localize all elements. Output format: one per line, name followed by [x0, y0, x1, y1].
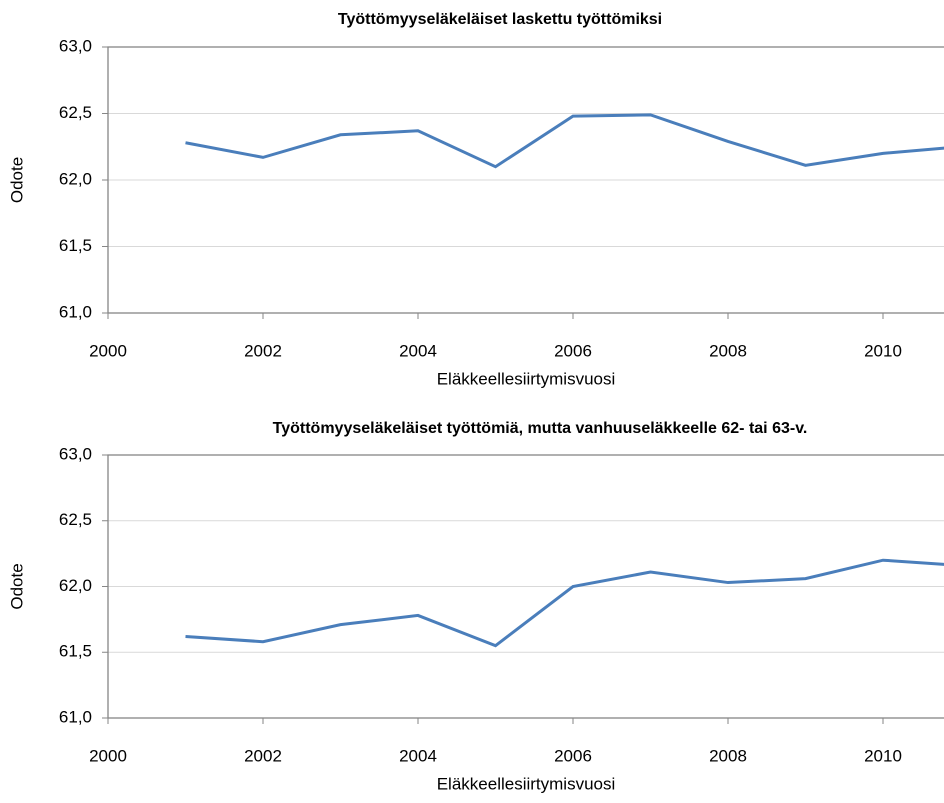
- y-tick-label: 62,0: [59, 169, 92, 188]
- x-tick-label: 2010: [864, 341, 902, 360]
- x-tick-label: 2008: [709, 746, 747, 765]
- y-tick-label: 63,0: [59, 444, 92, 463]
- y-tick-label: 62,5: [59, 103, 92, 122]
- plot-area: [186, 115, 944, 167]
- x-tick-label: 2000: [89, 341, 127, 360]
- x-axis-label: Eläkkeellesiirtymisvuosi: [437, 774, 616, 793]
- y-tick-label: 61,0: [59, 707, 92, 726]
- y-axis-label: Odote: [7, 563, 26, 609]
- data-line: [186, 115, 944, 167]
- y-tick-label: 63,0: [59, 36, 92, 55]
- x-tick-label: 2004: [399, 341, 437, 360]
- x-axis-label: Eläkkeellesiirtymisvuosi: [437, 369, 616, 388]
- y-tick-label: 61,0: [59, 302, 92, 321]
- x-tick-label: 2006: [554, 746, 592, 765]
- chart-title: Työttömyyseläkeläiset työttömiä, mutta v…: [273, 420, 808, 437]
- chart-title: Työttömyyseläkeläiset laskettu työttömik…: [338, 11, 662, 28]
- y-tick-label: 62,0: [59, 576, 92, 595]
- x-tick-label: 2010: [864, 746, 902, 765]
- y-tick-label: 61,5: [59, 642, 92, 661]
- x-tick-label: 2006: [554, 341, 592, 360]
- x-tick-label: 2008: [709, 341, 747, 360]
- y-tick-label: 62,5: [59, 510, 92, 529]
- x-tick-label: 2002: [244, 746, 282, 765]
- data-line: [186, 560, 944, 645]
- x-tick-label: 2000: [89, 746, 127, 765]
- y-tick-label: 61,5: [59, 236, 92, 255]
- y-axis-label: Odote: [7, 157, 26, 203]
- x-tick-label: 2002: [244, 341, 282, 360]
- plot-area: [186, 560, 944, 645]
- x-tick-label: 2004: [399, 746, 437, 765]
